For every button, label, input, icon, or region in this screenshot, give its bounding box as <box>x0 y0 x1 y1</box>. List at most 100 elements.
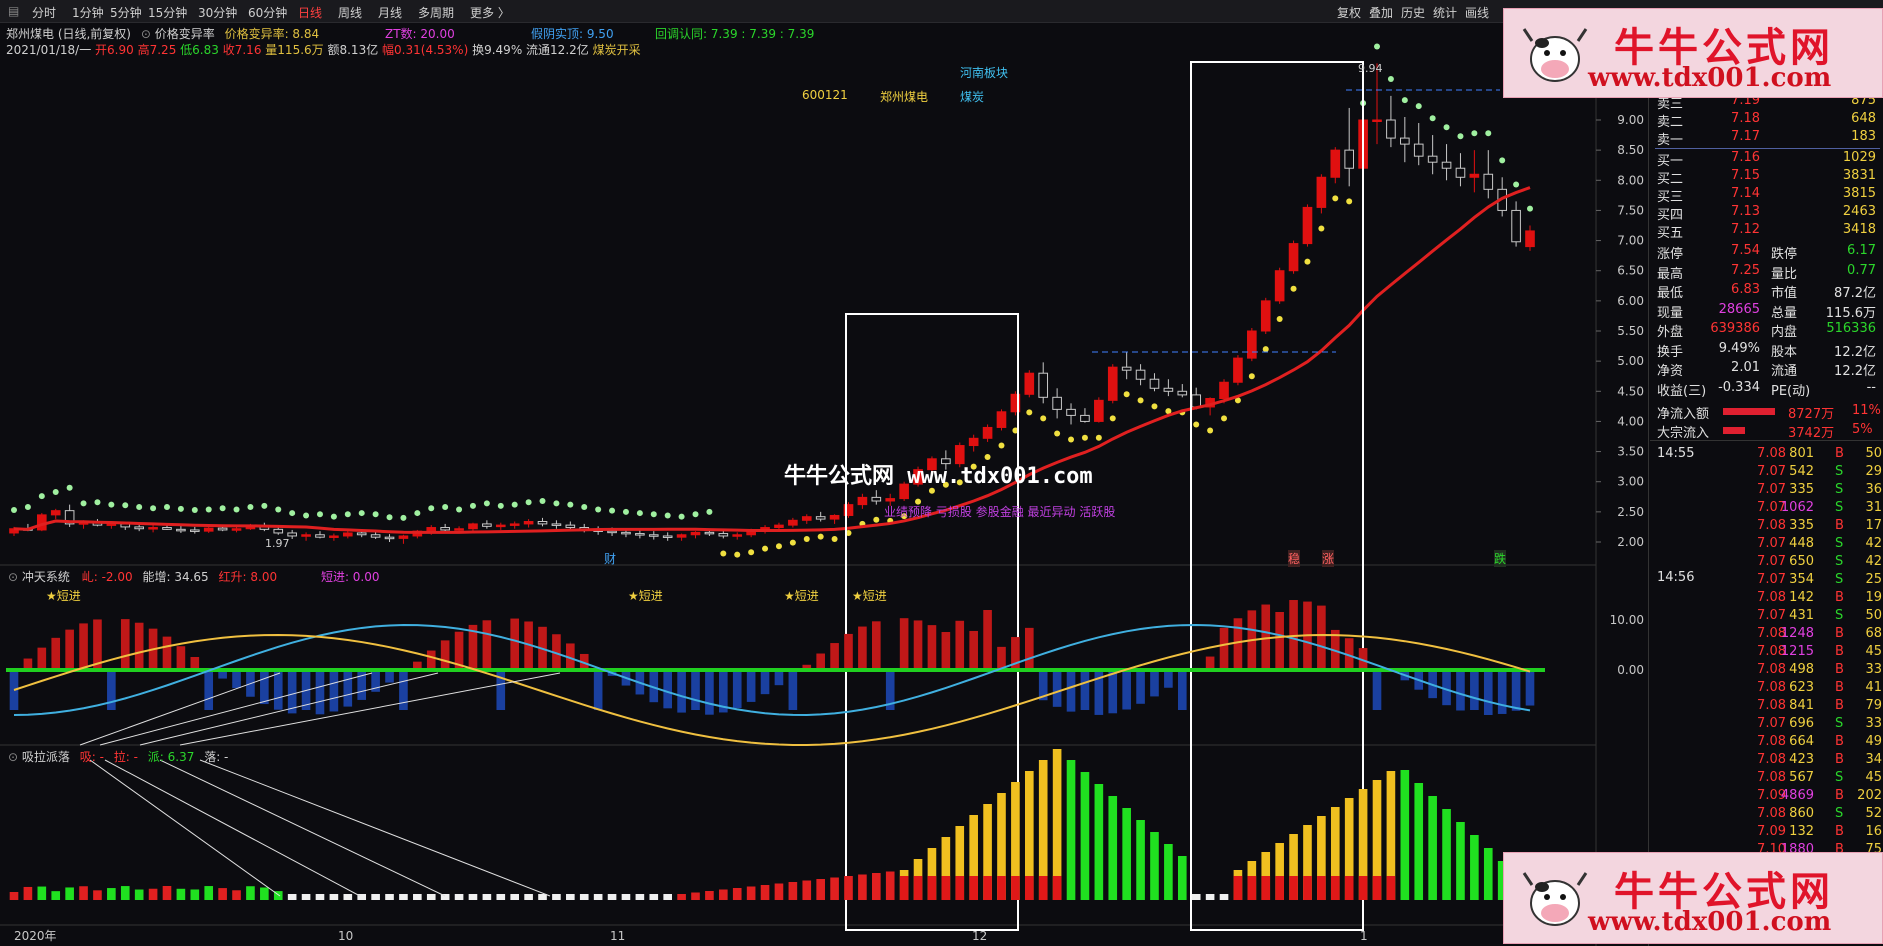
panel2-name[interactable]: 冲天系统 <box>21 570 70 584</box>
flow-bar <box>9 892 19 900</box>
news-tag[interactable]: 活跃股 <box>1079 505 1116 519</box>
news-tag[interactable]: 参股金融 <box>975 505 1024 519</box>
flow-bar <box>1024 771 1034 900</box>
sar-dot <box>803 535 810 542</box>
flow-value: 8727万 <box>1788 407 1835 422</box>
period-tab[interactable]: 30分钟 <box>198 6 238 20</box>
flow-bar <box>496 894 506 900</box>
news-tag[interactable]: 业绩预降 <box>884 505 933 519</box>
sar-dot <box>1318 225 1325 232</box>
signal-bar-down <box>1094 670 1104 715</box>
price-tick-label: 7.00 <box>1617 234 1644 248</box>
period-tab[interactable]: 日线 <box>298 6 323 20</box>
panel3-name[interactable]: 吸拉派落 <box>21 750 70 764</box>
menu-icon[interactable]: ▤ <box>8 4 20 18</box>
toolbar-tool[interactable]: 画线 <box>1465 6 1490 20</box>
tick-price: 7.08 <box>1757 806 1786 821</box>
flow-bar-base <box>1289 876 1298 900</box>
event-marker-stable[interactable]: 稳 <box>1288 550 1301 567</box>
period-tab[interactable]: 分时 <box>32 6 57 20</box>
period-tab[interactable]: 5分钟 <box>110 6 142 20</box>
flow-bar <box>510 894 520 900</box>
toolbar-tool[interactable]: 统计 <box>1433 6 1458 20</box>
event-marker-rise[interactable]: 涨 <box>1322 550 1335 567</box>
tick-volume: 841 <box>1789 698 1814 713</box>
sar-dot <box>775 543 782 550</box>
flow-bar <box>1723 427 1745 434</box>
flow-bar <box>482 894 492 900</box>
candle-body <box>899 483 909 500</box>
signal-bar-down <box>1177 670 1187 710</box>
ask-volume: 183 <box>1851 129 1876 144</box>
ticks-separator <box>1650 440 1883 441</box>
tick-count: 16 <box>1865 824 1882 839</box>
price-tick-label: 7.50 <box>1617 203 1644 217</box>
indicator-toggle-icon[interactable]: ⊙ <box>140 27 151 41</box>
sar-dot <box>1513 181 1520 188</box>
signal-bar-down <box>287 670 297 714</box>
sar-dot <box>595 506 602 513</box>
flow-bar <box>677 894 686 900</box>
tick-count: 34 <box>1865 752 1882 767</box>
signal-bar-down <box>732 670 742 709</box>
candle-body <box>189 529 200 532</box>
stat-value: -0.334 <box>1718 379 1760 395</box>
flow-label: 大宗流入 <box>1657 426 1710 441</box>
news-tag[interactable]: 亏损股 <box>935 505 972 519</box>
candle-body <box>1191 394 1202 408</box>
flow-bar <box>621 894 631 900</box>
indicator-name[interactable]: 价格变异率 <box>154 27 215 41</box>
tick-count: 36 <box>1865 482 1882 497</box>
signal-bar-down <box>760 670 770 695</box>
tick-volume: 132 <box>1789 824 1814 839</box>
panel3-toggle-icon[interactable]: ⊙ <box>8 750 19 764</box>
signal-bar-up <box>524 621 533 670</box>
event-marker-fall[interactable]: 跌 <box>1494 550 1507 567</box>
finance-event-marker[interactable]: 财 <box>604 552 617 566</box>
period-tab[interactable]: 1分钟 <box>72 6 104 20</box>
signal-bar-up <box>969 630 978 670</box>
signal-bar-down <box>273 670 283 710</box>
flow-bar <box>1122 808 1131 900</box>
bid-volume: 2463 <box>1842 204 1876 219</box>
period-tab[interactable]: 15分钟 <box>148 6 188 20</box>
candle-body <box>1455 167 1466 178</box>
sar-dot <box>372 511 379 518</box>
price-tick-label: 3.00 <box>1617 475 1644 489</box>
stat-label: 外盘 <box>1657 325 1684 340</box>
panel2-toggle-icon[interactable]: ⊙ <box>8 570 19 584</box>
period-tab[interactable]: 60分钟 <box>248 6 288 20</box>
candle-body <box>1094 399 1104 422</box>
toolbar-tool[interactable]: 历史 <box>1401 6 1426 20</box>
signal-bar-down <box>1122 670 1131 710</box>
sar-dot <box>1485 130 1492 137</box>
signal-bar-down <box>1372 670 1382 710</box>
news-tag[interactable]: 最近异动 <box>1027 505 1076 519</box>
price-tick-label: 8.50 <box>1617 143 1644 157</box>
candle-body <box>1107 366 1118 401</box>
flow-bar <box>830 877 839 900</box>
stat-value: 12.2亿 <box>1834 344 1876 360</box>
period-tab[interactable]: 多周期 <box>418 6 455 20</box>
sar-dot <box>970 463 977 470</box>
candle-body <box>954 445 965 465</box>
toolbar-tool[interactable]: 复权 <box>1337 6 1362 20</box>
stat-value: 7.25 <box>1731 262 1760 278</box>
tick-count: 52 <box>1865 806 1882 821</box>
bid-volume: 3831 <box>1842 168 1876 183</box>
tick-count: 33 <box>1865 662 1882 677</box>
sar-dot <box>525 499 532 506</box>
signal-bar-up <box>1344 638 1354 670</box>
watermark-bottom: 牛牛公式网 www.tdx001.com <box>1503 852 1883 944</box>
period-tab[interactable]: 月线 <box>378 6 403 20</box>
candle-body <box>148 527 158 530</box>
period-tab[interactable]: 更多 〉 <box>470 6 510 20</box>
sar-dot <box>177 505 184 512</box>
period-tab[interactable]: 周线 <box>338 6 363 20</box>
toolbar-tool[interactable]: 叠加 <box>1369 6 1394 20</box>
tick-price: 7.08 <box>1757 734 1786 749</box>
signal-bar-up <box>955 620 965 670</box>
kline-chart[interactable]: 9.00 8.50 8.00 7.50 7.00 6.50 6.00 5.50 5.00 4.50… <box>0 0 1650 946</box>
candle-body <box>913 469 923 485</box>
